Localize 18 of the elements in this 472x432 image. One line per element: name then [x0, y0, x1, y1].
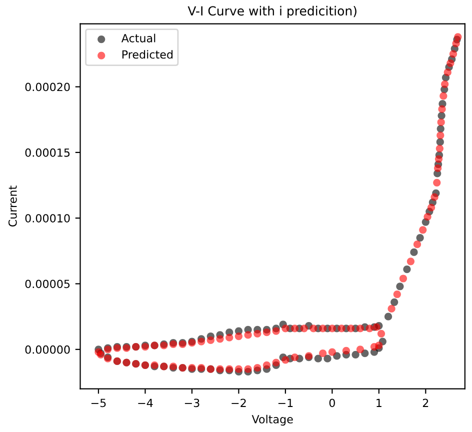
- y-tick-label: 0.00020: [25, 82, 70, 92]
- x-tick-label: −2: [232, 398, 246, 407]
- x-axis-title: Voltage: [252, 414, 293, 426]
- x-tick-label: −5: [91, 398, 106, 408]
- y-axis-title: Current: [8, 186, 17, 227]
- x-tick-label: −3: [184, 398, 200, 408]
- legend-label: Predicted: [122, 50, 172, 59]
- y-tick-label: 0.00005: [25, 280, 70, 288]
- y-tick-label: 0.00010: [25, 214, 70, 222]
- y-tick-label: 0.00000: [25, 345, 70, 354]
- x-tick-label: −4: [138, 398, 153, 407]
- legend-label: Actual: [121, 34, 156, 42]
- x-tick-label: 1: [376, 398, 382, 407]
- x-tick-label: 0: [329, 398, 335, 408]
- x-tick-label: 2: [422, 398, 428, 407]
- chart-title: V-I Curve with i predicition): [188, 6, 356, 18]
- y-tick-label: 0.00015: [25, 148, 70, 157]
- x-tick-label: −1: [278, 398, 293, 407]
